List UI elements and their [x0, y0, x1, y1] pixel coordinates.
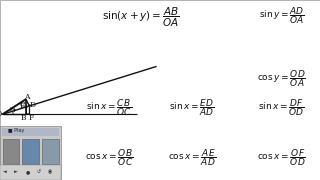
- Text: $\sin x=\dfrac{DF}{OD}$: $\sin x=\dfrac{DF}{OD}$: [258, 97, 305, 118]
- Text: ■ Play: ■ Play: [8, 128, 24, 133]
- Text: E: E: [19, 102, 25, 110]
- Text: O: O: [0, 110, 2, 118]
- Text: ►: ►: [14, 169, 18, 174]
- Bar: [0, 165, 61, 180]
- Text: $\cos x=\dfrac{OB}{OC}$: $\cos x=\dfrac{OB}{OC}$: [84, 148, 133, 168]
- Text: $\cos x=\dfrac{OF}{OD}$: $\cos x=\dfrac{OF}{OD}$: [257, 148, 306, 168]
- Text: $\cos y=\dfrac{OD}{OA}$: $\cos y=\dfrac{OD}{OA}$: [257, 68, 306, 89]
- Text: $y$: $y$: [9, 105, 15, 113]
- Bar: [42, 139, 59, 164]
- Text: ↺: ↺: [37, 169, 41, 174]
- Text: $x$: $x$: [11, 107, 16, 114]
- Text: ◉: ◉: [48, 169, 52, 174]
- Text: C: C: [19, 101, 25, 109]
- Text: B: B: [20, 114, 26, 122]
- Text: $\sin y=\dfrac{AD}{OA}$: $\sin y=\dfrac{AD}{OA}$: [259, 5, 305, 26]
- Text: A: A: [24, 93, 29, 101]
- Text: D: D: [29, 101, 36, 109]
- Text: $\sin x=\dfrac{ED}{AD}$: $\sin x=\dfrac{ED}{AD}$: [169, 97, 215, 118]
- Bar: [22, 139, 39, 164]
- Bar: [3, 139, 19, 164]
- Text: $\sin(x+y)=\dfrac{AB}{OA}$: $\sin(x+y)=\dfrac{AB}{OA}$: [102, 5, 180, 29]
- Text: F: F: [28, 114, 34, 122]
- Text: $\sin x=\dfrac{CB}{OC}$: $\sin x=\dfrac{CB}{OC}$: [86, 97, 132, 118]
- Text: $\cos x=\dfrac{AE}{AD}$: $\cos x=\dfrac{AE}{AD}$: [168, 148, 216, 168]
- Bar: [0, 126, 61, 180]
- Text: ●: ●: [26, 169, 30, 174]
- Bar: [2, 128, 59, 136]
- Text: ◄: ◄: [3, 169, 7, 174]
